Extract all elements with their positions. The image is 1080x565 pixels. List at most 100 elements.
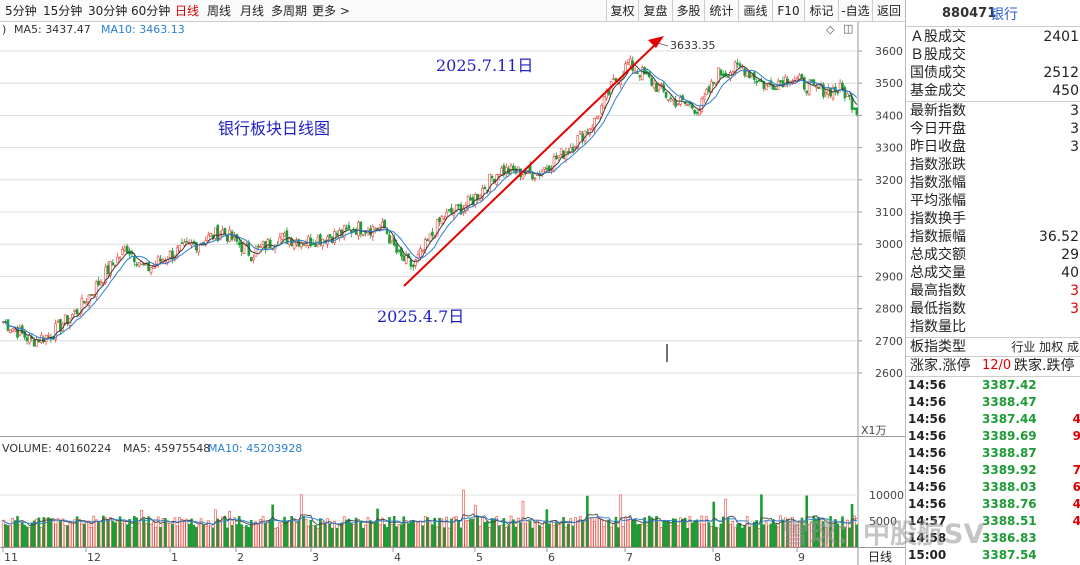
candle-body bbox=[566, 151, 570, 153]
volume-bar bbox=[233, 517, 236, 548]
volume-chart-panel[interactable]: VOLUME: 40160224 MA5: 45975548 MA10: 452… bbox=[0, 437, 905, 565]
volume-bar bbox=[609, 526, 613, 548]
volume-bar bbox=[450, 518, 453, 548]
f10-button[interactable]: F10 bbox=[772, 0, 804, 22]
candle-body bbox=[447, 209, 451, 211]
volume-bar bbox=[669, 524, 673, 548]
volume-bar bbox=[636, 524, 639, 548]
volume-bar bbox=[512, 519, 515, 548]
tick-volume: 6 bbox=[1072, 480, 1080, 494]
volume-bar bbox=[626, 520, 630, 548]
candle-body bbox=[92, 293, 96, 296]
volume-bar bbox=[412, 520, 415, 548]
period-monthly[interactable]: 月线 bbox=[240, 4, 265, 18]
tick-row: 14:56 3387.42 bbox=[906, 377, 1080, 394]
quote-row-label: 平均涨幅 bbox=[910, 193, 966, 209]
volume-bar bbox=[741, 527, 744, 548]
collapse-icon[interactable]: ) bbox=[2, 23, 7, 36]
candle-body bbox=[381, 221, 384, 230]
replay-button[interactable]: 复盘 bbox=[638, 0, 672, 22]
candle-body bbox=[299, 241, 303, 248]
candle-body bbox=[404, 254, 408, 264]
volume-bar bbox=[226, 527, 229, 548]
volume-bar bbox=[469, 518, 472, 548]
volume-bar bbox=[621, 526, 625, 548]
volume-bar bbox=[106, 520, 110, 548]
volume-bar bbox=[640, 524, 644, 548]
panel-toggle-icon[interactable]: ◫ bbox=[843, 22, 854, 35]
candle-body bbox=[659, 83, 663, 86]
candle-body bbox=[669, 97, 673, 100]
candle-body bbox=[16, 327, 19, 338]
volume-bar bbox=[252, 523, 255, 548]
volume-bar bbox=[774, 524, 778, 548]
volume-bar bbox=[185, 518, 189, 548]
mark-button[interactable]: 标记 bbox=[804, 0, 838, 22]
candle-body bbox=[54, 323, 57, 340]
volume-bar bbox=[555, 521, 558, 548]
quote-row: 基金成交 450 bbox=[906, 82, 1080, 100]
candle-body bbox=[214, 227, 217, 239]
stats-button[interactable]: 统计 bbox=[704, 0, 738, 22]
multi-stock-button[interactable]: 多股 bbox=[672, 0, 704, 22]
candle-body bbox=[178, 245, 181, 252]
volume-bar bbox=[524, 523, 527, 548]
volume-bar bbox=[440, 518, 444, 548]
period-multi[interactable]: 多周期 bbox=[271, 4, 308, 18]
divider bbox=[906, 356, 1080, 357]
volume-bar bbox=[49, 518, 53, 548]
volume-bar bbox=[85, 522, 88, 548]
watchlist-button[interactable]: -自选 bbox=[838, 0, 872, 22]
volume-bar bbox=[750, 523, 754, 548]
quote-row-value: 3 bbox=[1070, 103, 1079, 119]
volume-bar bbox=[307, 525, 310, 548]
candle-body bbox=[307, 236, 310, 246]
period-more[interactable]: 更多 > bbox=[312, 4, 350, 18]
candle-body bbox=[383, 219, 386, 228]
quote-row-value: 2401 bbox=[1043, 29, 1079, 45]
price-chart-panel[interactable]: ) MA5: 3437.47 MA10: 3463.13 ◇ ◫ 3600 350… bbox=[0, 22, 905, 437]
quote-row-value: 40 bbox=[1061, 265, 1079, 281]
candle-body bbox=[111, 262, 115, 266]
trend-arrow-head bbox=[648, 36, 664, 48]
tick-row: 14:57 3388.51 4 bbox=[906, 513, 1080, 530]
candle-body bbox=[309, 237, 313, 247]
candle-body bbox=[133, 256, 136, 263]
period-30min[interactable]: 30分钟 bbox=[88, 4, 128, 18]
volume-bar bbox=[204, 525, 208, 548]
quote-row: 今日开盘 3 bbox=[906, 120, 1080, 138]
volume-bar bbox=[395, 526, 398, 548]
quote-row-label: 最高指数 bbox=[910, 283, 966, 299]
volume-bar bbox=[347, 518, 351, 548]
period-daily[interactable]: 日线 bbox=[175, 4, 200, 18]
quote-info-panel: 880471 银行 Ａ股成交 2401 Ｂ股成交 国债成交 2512 基金成交 450 最新指… bbox=[905, 0, 1080, 565]
period-5min[interactable]: 5分钟 bbox=[5, 4, 37, 18]
period-weekly[interactable]: 周线 bbox=[207, 4, 232, 18]
period-15min[interactable]: 15分钟 bbox=[43, 4, 83, 18]
watermark: 雪球：中股航SV bbox=[782, 519, 985, 550]
index-name[interactable]: 银行 bbox=[990, 7, 1018, 23]
diamond-icon[interactable]: ◇ bbox=[826, 23, 835, 36]
divider bbox=[906, 337, 1080, 338]
volume-ma5-line bbox=[2, 513, 857, 527]
draw-line-button[interactable]: 画线 bbox=[738, 0, 772, 22]
volume-bar bbox=[130, 527, 134, 548]
candle-body bbox=[707, 86, 711, 93]
volume-bar bbox=[721, 516, 725, 548]
volume-bar bbox=[254, 521, 258, 548]
back-button[interactable]: 返回 bbox=[872, 0, 905, 22]
quote-row: 总成交额 29 bbox=[906, 246, 1080, 264]
volume-bar bbox=[333, 521, 336, 548]
candle-body bbox=[152, 264, 155, 269]
candle-body bbox=[28, 334, 31, 344]
y-tick-label: 3300 bbox=[875, 142, 903, 155]
annotation-end-date: 2025.7.11日 bbox=[436, 56, 533, 75]
volume-bar bbox=[397, 524, 401, 548]
index-type-value[interactable]: 行业 加权 成 bbox=[1011, 340, 1079, 354]
volume-bar bbox=[9, 525, 12, 548]
period-60min[interactable]: 60分钟 bbox=[131, 4, 171, 18]
volume-bar bbox=[59, 520, 62, 548]
candle-body bbox=[82, 300, 86, 304]
candle-body bbox=[390, 236, 394, 242]
restore-rights-button[interactable]: 复权 bbox=[606, 0, 638, 22]
